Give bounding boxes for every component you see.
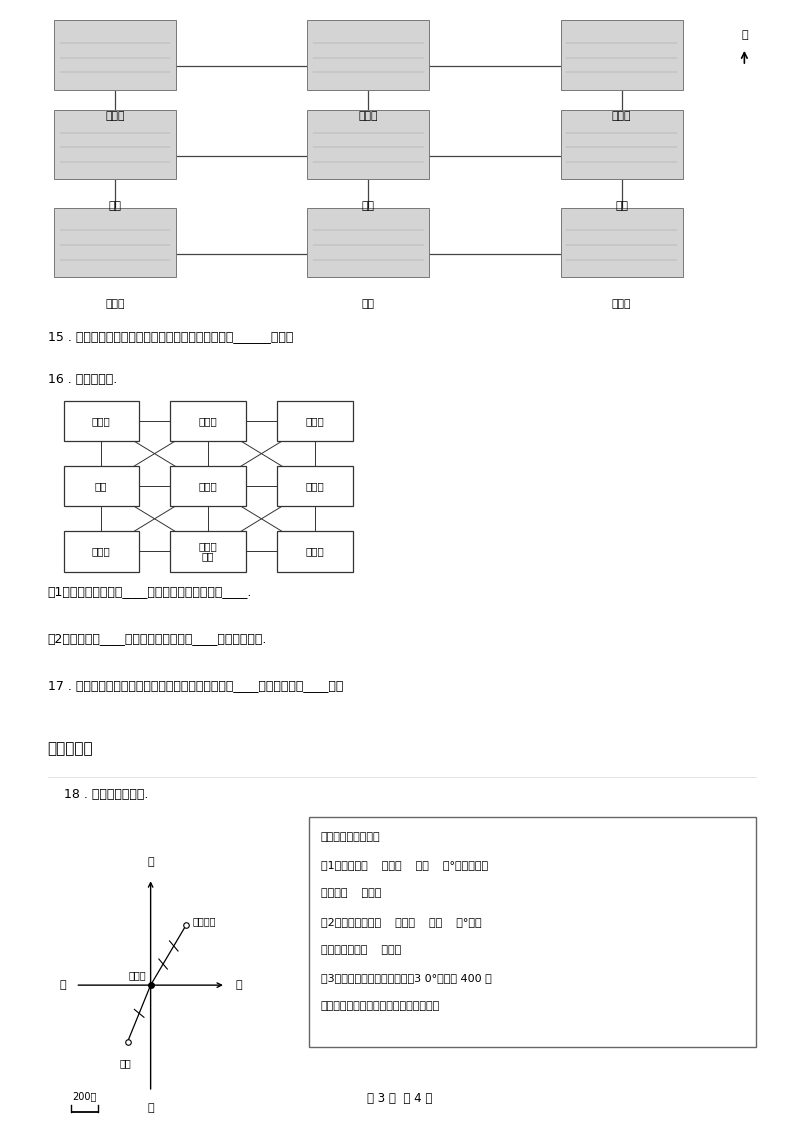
FancyBboxPatch shape (561, 110, 682, 180)
Text: 北: 北 (147, 857, 154, 867)
Text: 体育馆: 体育馆 (358, 111, 378, 121)
Text: （1）银行在（    ）偏（    ）（    ）°的方向上，: （1）银行在（ ）偏（ ）（ ）°的方向上， (321, 860, 488, 871)
Text: （2）青少年宫在（    ）偏（    ）（    ）°的方: （2）青少年宫在（ ）偏（ ）（ ）°的方 (321, 917, 482, 927)
FancyBboxPatch shape (170, 466, 246, 506)
FancyBboxPatch shape (54, 110, 176, 180)
FancyBboxPatch shape (170, 401, 246, 441)
FancyBboxPatch shape (63, 531, 138, 572)
Text: （1）大门在动物园的____面，熊猫馆在金鱼馆的____.: （1）大门在动物园的____面，熊猫馆在金鱼馆的____. (48, 585, 252, 598)
Text: 图书馆: 图书馆 (106, 111, 125, 121)
FancyBboxPatch shape (63, 401, 138, 441)
FancyBboxPatch shape (309, 816, 756, 1047)
Text: 15 . 婷婷站在操场上，面向西方，她向右转后面向（______）方。: 15 . 婷婷站在操场上，面向西方，她向右转后面向（______）方。 (48, 331, 293, 343)
FancyBboxPatch shape (278, 401, 353, 441)
FancyBboxPatch shape (54, 20, 176, 89)
Text: 动物园
大门: 动物园 大门 (198, 541, 218, 561)
Text: 商场: 商场 (362, 299, 375, 309)
FancyBboxPatch shape (561, 207, 682, 277)
Text: 200米: 200米 (72, 1091, 97, 1100)
Text: 以市政府为观测点，: 以市政府为观测点， (321, 832, 381, 842)
Text: 东: 东 (235, 980, 242, 990)
Text: 18 . 填一填，画一画.: 18 . 填一填，画一画. (63, 789, 148, 801)
Text: 西: 西 (59, 980, 66, 990)
Text: 距离是（    ）米。: 距离是（ ）米。 (321, 889, 382, 899)
FancyBboxPatch shape (307, 110, 430, 180)
Text: 骆驼馆: 骆驼馆 (306, 547, 324, 557)
Text: 金鱼馆: 金鱼馆 (306, 481, 324, 491)
Text: 银行: 银行 (119, 1058, 131, 1069)
Text: 17 . 下午放学，贝贝朝着太阳方向走，他的后面是（____），右面是（____）。: 17 . 下午放学，贝贝朝着太阳方向走，他的后面是（____），右面是（____… (48, 679, 343, 693)
Text: 医院: 医院 (109, 200, 122, 211)
Text: 飞禽馆: 飞禽馆 (306, 417, 324, 426)
FancyBboxPatch shape (278, 531, 353, 572)
Text: 动物园: 动物园 (612, 111, 631, 121)
Text: （2）从大门向____走来到狮子馆，再向____走来到骆驼馆.: （2）从大门向____走来到狮子馆，再向____走来到骆驼馆. (48, 633, 267, 645)
Text: 向上，距离是（    ）米。: 向上，距离是（ ）米。 (321, 945, 401, 954)
Text: 三、解答题: 三、解答题 (48, 741, 94, 756)
Text: 第 3 页  共 4 页: 第 3 页 共 4 页 (367, 1092, 433, 1105)
Text: 少年宫: 少年宫 (106, 299, 125, 309)
Text: 南: 南 (147, 1103, 154, 1113)
FancyBboxPatch shape (54, 207, 176, 277)
Text: 北: 北 (741, 31, 748, 40)
Text: 猿山: 猿山 (95, 481, 107, 491)
Text: 邮局: 邮局 (615, 200, 628, 211)
FancyBboxPatch shape (63, 466, 138, 506)
Text: 16 . 参观动物园.: 16 . 参观动物园. (48, 372, 117, 386)
Text: 市政府: 市政府 (128, 970, 146, 980)
Text: 大象馆: 大象馆 (92, 547, 110, 557)
FancyBboxPatch shape (307, 207, 430, 277)
Text: 河马馆: 河马馆 (198, 417, 218, 426)
FancyBboxPatch shape (170, 531, 246, 572)
Text: 处。请你在平面图上标出博物馆的位置。: 处。请你在平面图上标出博物馆的位置。 (321, 1001, 440, 1011)
Text: 电影院: 电影院 (612, 299, 631, 309)
Text: 熊猫馆: 熊猫馆 (92, 417, 110, 426)
FancyBboxPatch shape (561, 20, 682, 89)
Text: 狮子馆: 狮子馆 (198, 481, 218, 491)
FancyBboxPatch shape (278, 466, 353, 506)
Text: （3）博物馆在市政府的东偏南3 0°的方向 400 米: （3）博物馆在市政府的东偏南3 0°的方向 400 米 (321, 972, 491, 983)
FancyBboxPatch shape (307, 20, 430, 89)
Text: 青少年宫: 青少年宫 (193, 917, 216, 926)
Text: 学校: 学校 (362, 200, 375, 211)
